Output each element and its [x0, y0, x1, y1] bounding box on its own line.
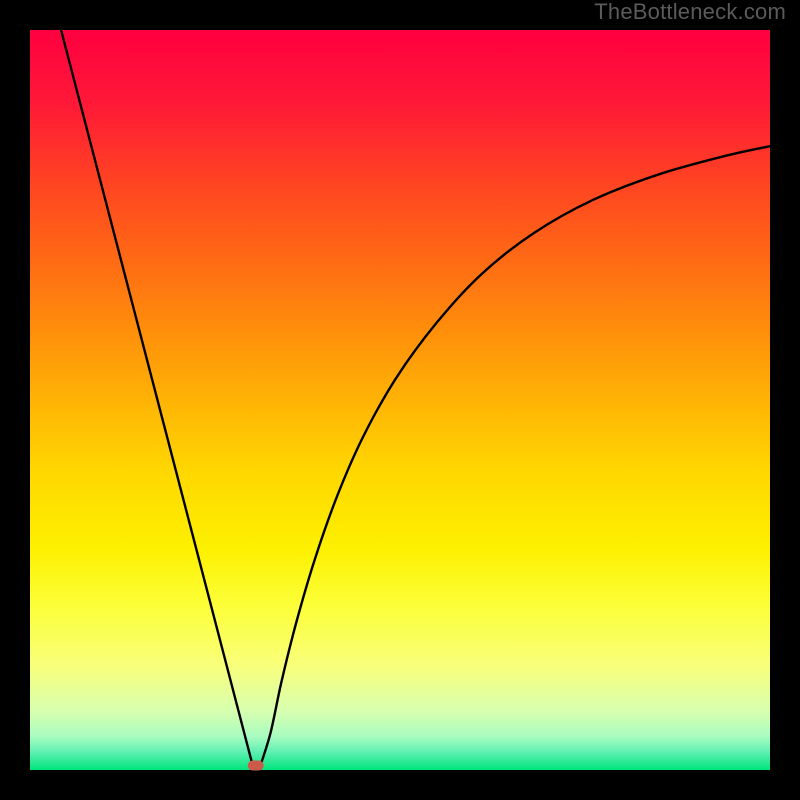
plot-background	[30, 30, 770, 770]
watermark-text: TheBottleneck.com	[594, 1, 786, 23]
minimum-marker	[248, 761, 264, 771]
chart-container: { "watermark": { "text": "TheBottleneck.…	[0, 0, 800, 800]
bottleneck-chart	[0, 0, 800, 800]
